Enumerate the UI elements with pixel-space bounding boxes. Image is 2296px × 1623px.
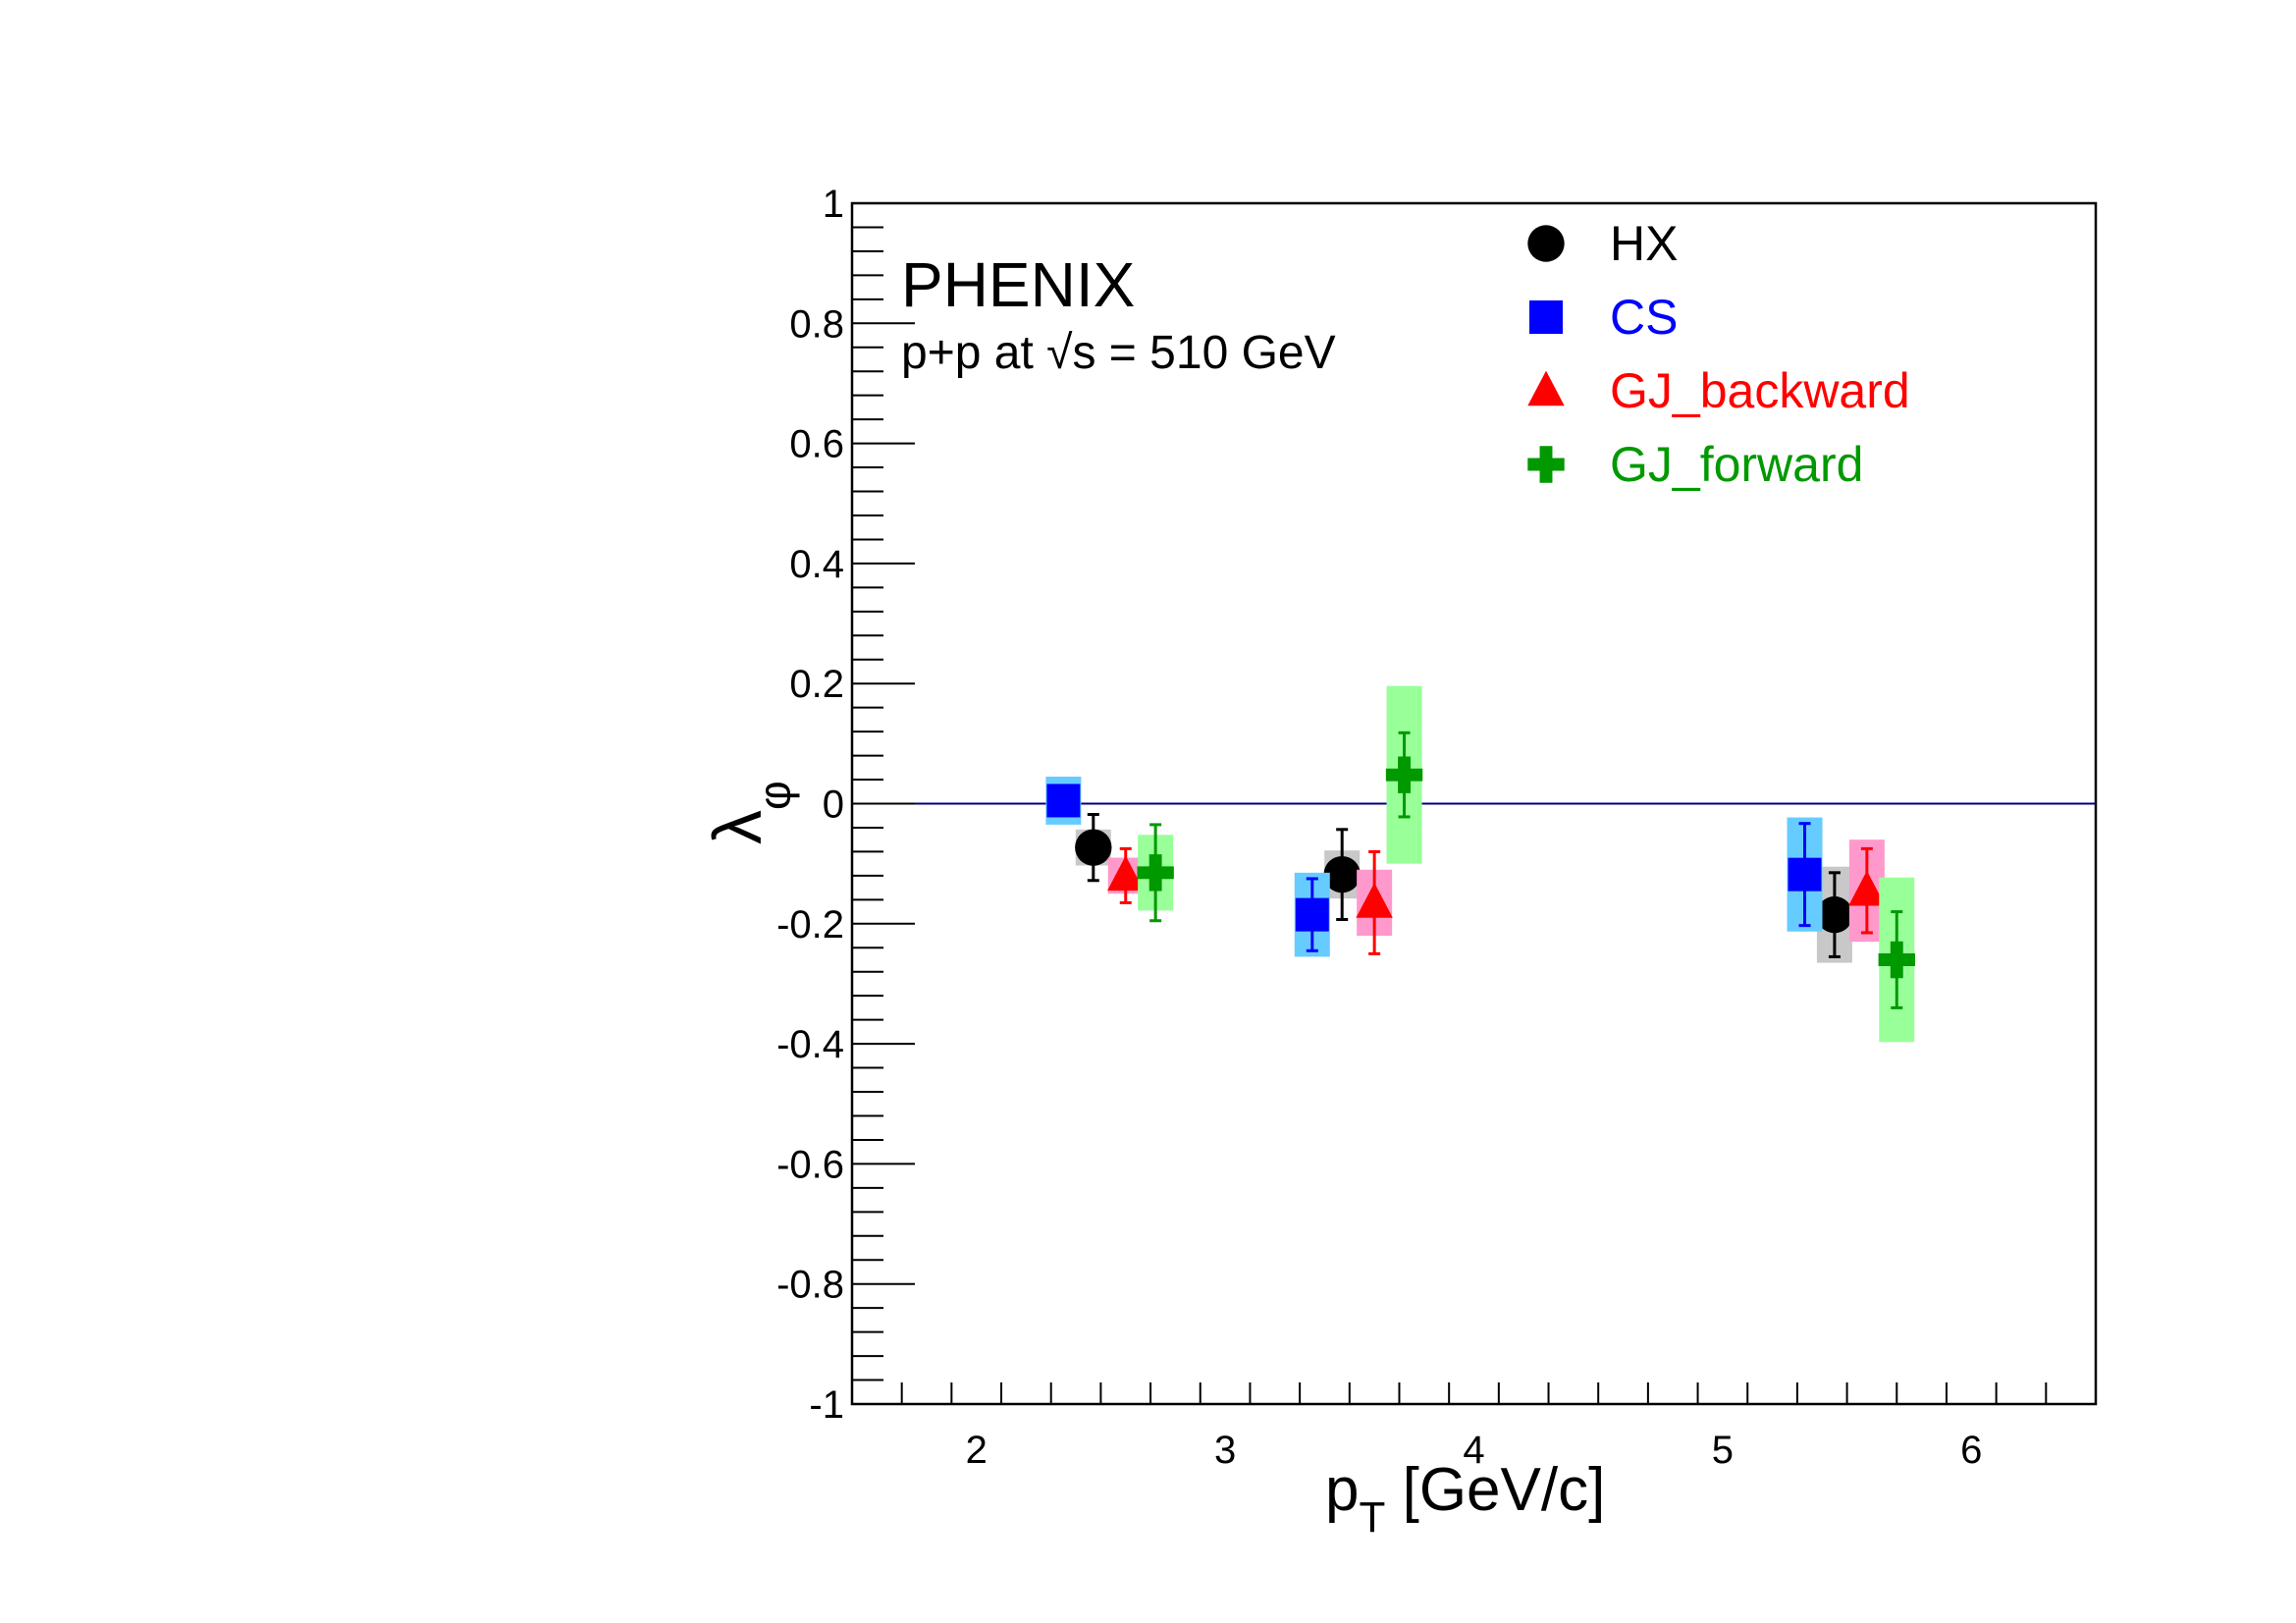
series-gj-forward [1137,685,1915,1043]
series-hx [1075,813,1853,963]
y-tick-label: 0 [823,784,844,827]
legend-label: HX [1610,216,1678,271]
x-tick-label: 4 [1463,1429,1484,1472]
data-layer [1045,685,1915,1043]
y-tick-label: -0.6 [776,1143,844,1186]
y-tick-label: -0.2 [776,903,844,947]
data-point [1137,854,1174,892]
y-tick-label: -0.8 [776,1264,844,1307]
legend: HX CS GJ_backward GJ_forward [1527,216,1910,492]
x-axis-ticks [851,1382,2097,1404]
y-axis-title: λφ [699,781,800,844]
y-tick-label: -1 [809,1383,844,1427]
y-tick-label: 0.6 [789,423,844,466]
data-point [1075,829,1112,866]
y-axis-ticks [852,202,915,1405]
legend-label: GJ_forward [1610,437,1863,492]
legend-label: GJ_backward [1610,363,1910,418]
x-tick-label: 3 [1214,1429,1236,1472]
y-tick-label: 1 [823,183,844,226]
data-point [1848,870,1886,906]
data-point [1107,855,1145,892]
legend-marker [1527,370,1565,406]
y-tick-label: 0.4 [789,543,844,586]
experiment-label: PHENIX [901,249,1135,320]
collision-prefix: p+p at [901,327,1046,379]
legend-item-gj-forward: GJ_forward [1527,437,1863,492]
y-tick-label: 0.8 [789,302,844,346]
y-axis-tick-labels: -1 -0.8 -0.6 -0.4 -0.2 0 0.2 0.4 0.6 0.8 1 [776,183,844,1427]
x-axis-title-subscript: T [1359,1493,1385,1542]
x-axis-title: pT [GeV/c] [1325,1456,1605,1542]
collision-label-text: p+p at √s = 510 GeV [901,327,1336,379]
legend-item-hx: HX [1527,216,1678,271]
data-point [1295,897,1329,932]
y-axis-title-subscript: φ [749,781,800,810]
legend-marker [1527,225,1565,262]
collision-label: p+p at √s = 510 GeV [901,327,1336,379]
series-gj-backward [1107,839,1886,955]
legend-marker [1527,446,1565,483]
x-tick-label: 6 [1960,1429,1982,1472]
sqrt-sign: √ [1046,327,1073,379]
y-axis-title-main: λ [699,810,775,844]
legend-item-gj-backward: GJ_backward [1527,363,1910,418]
x-tick-label: 5 [1712,1429,1734,1472]
x-tick-label: 2 [966,1429,988,1472]
data-point [1323,855,1361,893]
collision-sqrt-arg: s [1072,327,1095,379]
data-point [1356,882,1393,918]
y-tick-label: -0.4 [776,1023,844,1066]
legend-item-cs: CS [1529,290,1678,345]
series-cs [1045,776,1823,957]
x-axis-tick-labels: 2 3 4 5 6 [966,1429,1983,1472]
data-point [1816,895,1853,934]
x-axis-title-unit: [GeV/c] [1385,1456,1605,1524]
x-axis-title-main: p [1325,1456,1359,1524]
collision-energy: = 510 GeV [1095,327,1335,379]
data-point [1878,941,1915,979]
y-tick-label: 0.2 [789,663,844,706]
legend-marker [1529,300,1563,334]
data-point [1046,784,1081,818]
legend-label: CS [1610,290,1678,345]
data-point [1385,756,1423,793]
data-point [1788,857,1822,892]
